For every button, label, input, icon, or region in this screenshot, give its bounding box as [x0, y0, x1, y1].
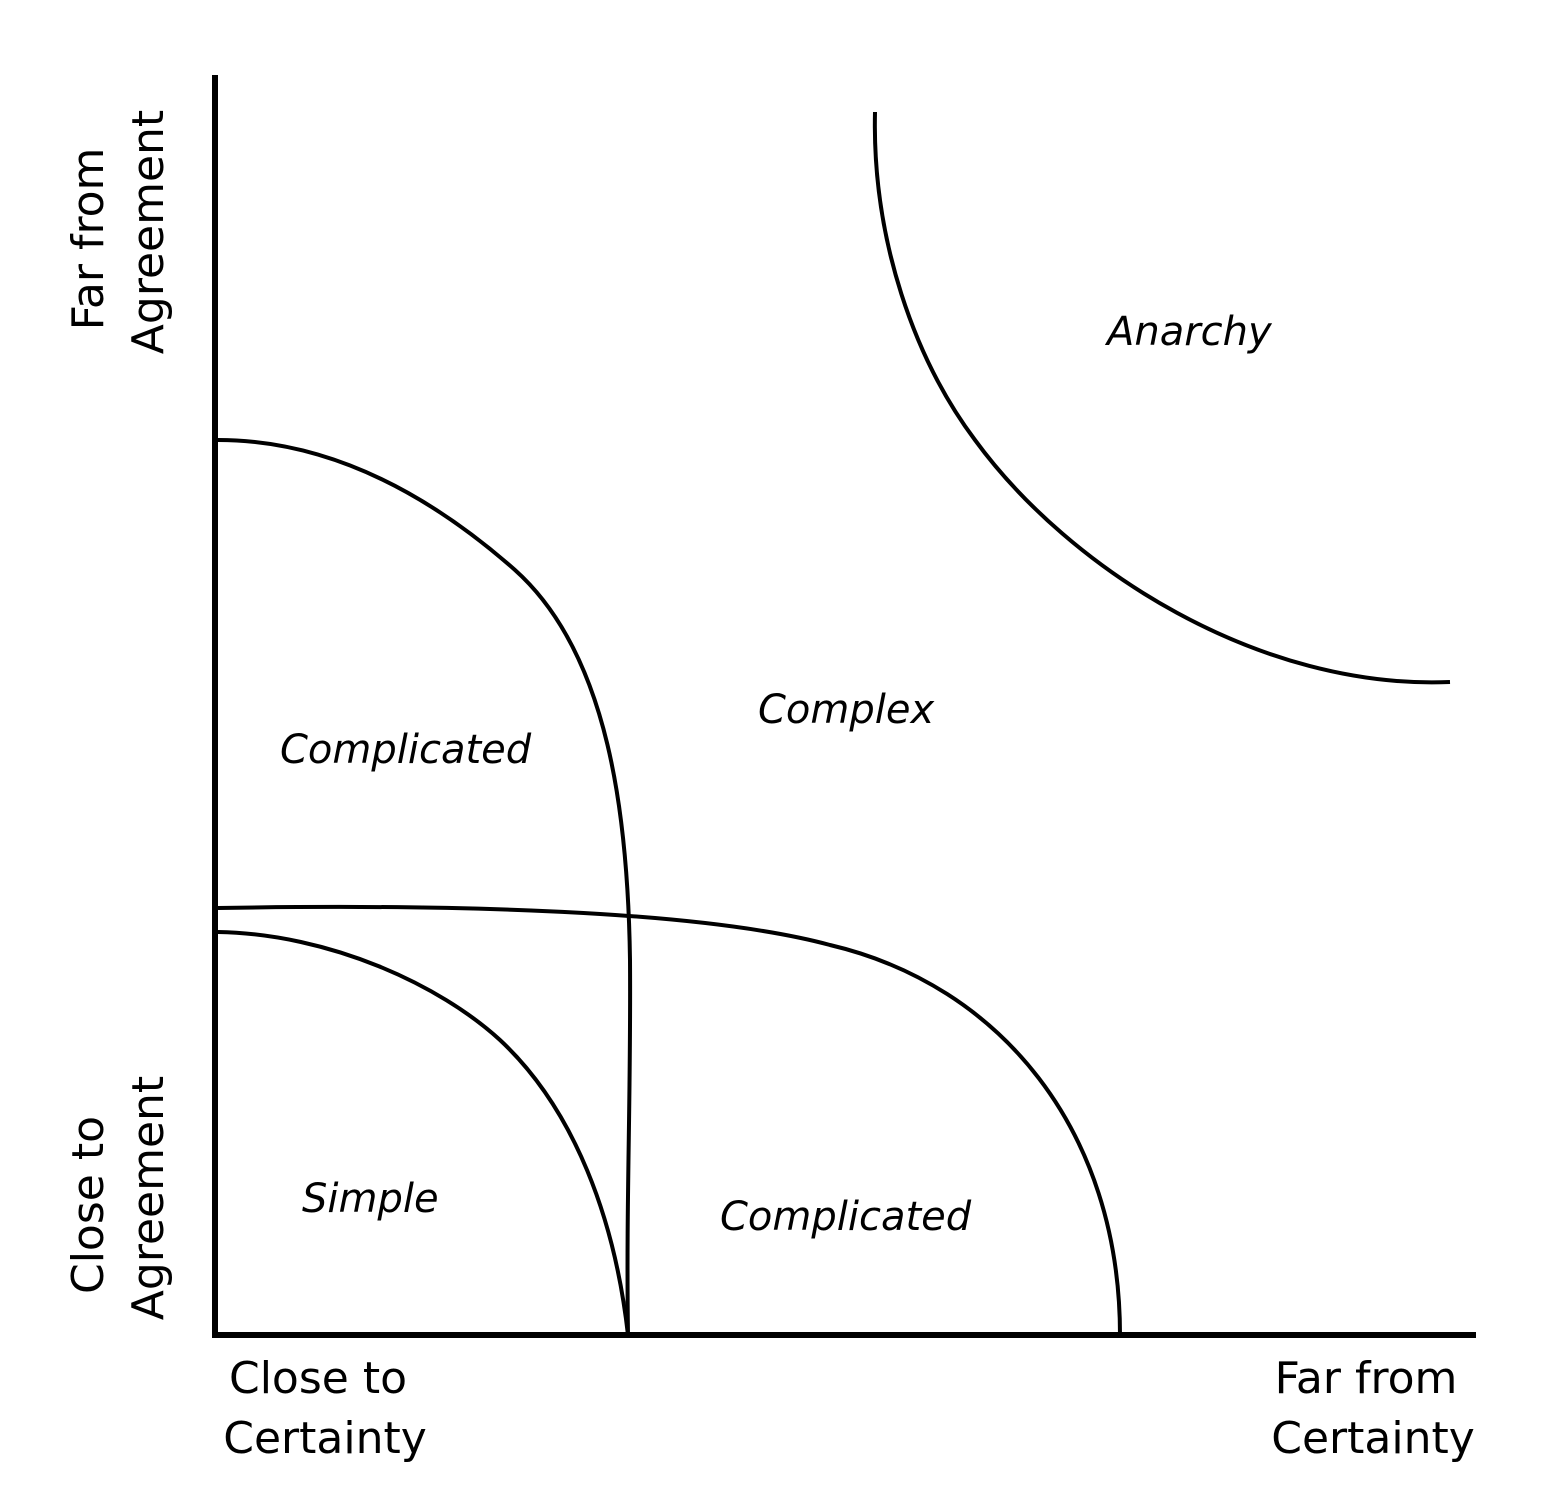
- x-axis-high-label: Far from Certainty: [1271, 1353, 1475, 1464]
- region-label-complex: Complex: [758, 687, 934, 733]
- y-axis-high-line-1: Far from: [63, 148, 114, 331]
- anarchy-boundary-curve: [872, 111, 1451, 685]
- x-axis-high-line-1: Far from: [1275, 1353, 1458, 1404]
- region-label-simple: Simple: [302, 1176, 439, 1222]
- y-axis-low-line-2: Agreement: [123, 1076, 174, 1320]
- y-axis-low-label: Close to Agreement: [63, 1076, 174, 1320]
- x-axis-high-line-2: Certainty: [1271, 1413, 1475, 1464]
- region-label-complicated-bottom: Complicated: [720, 1194, 972, 1240]
- y-axis-low-line-1: Close to: [63, 1116, 114, 1294]
- x-axis-low-line-2: Certainty: [223, 1413, 427, 1464]
- complicated-top-boundary-curve: [217, 438, 633, 1336]
- y-axis-high-line-2: Agreement: [123, 110, 174, 354]
- region-label-anarchy: Anarchy: [1104, 309, 1273, 355]
- region-label-complicated-top: Complicated: [280, 727, 532, 773]
- y-axis-high-label: Far from Agreement: [63, 110, 174, 354]
- simple-boundary-curve: [217, 930, 630, 1336]
- x-axis-low-line-1: Close to: [229, 1353, 407, 1404]
- x-axis-low-label: Close to Certainty: [223, 1353, 427, 1464]
- complicated-bottom-boundary-curve: [217, 904, 1122, 1336]
